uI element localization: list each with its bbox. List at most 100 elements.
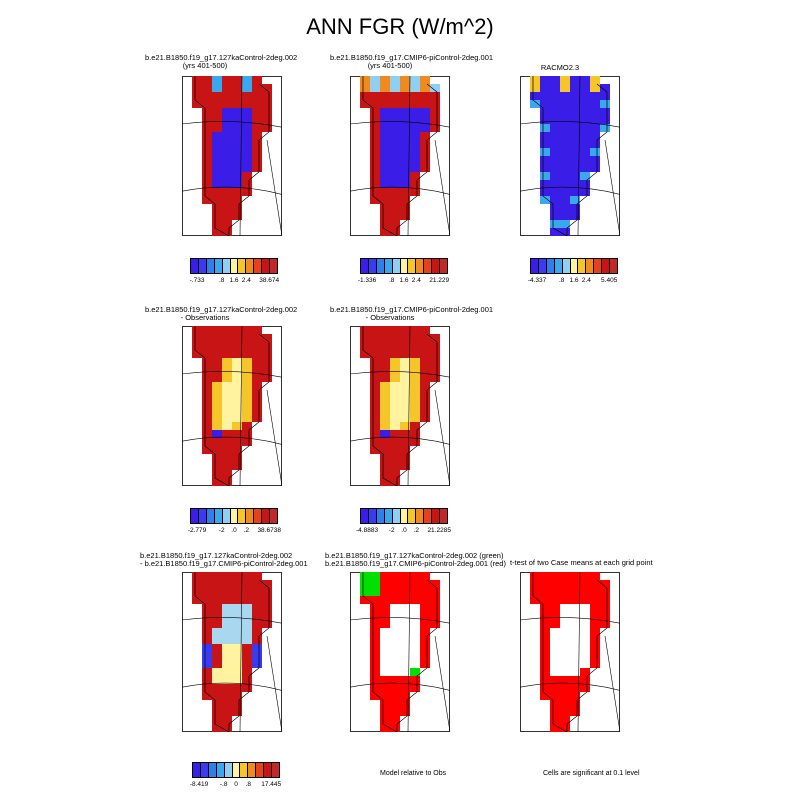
grid-cell — [202, 612, 212, 620]
grid-cell — [430, 358, 440, 366]
grid-cell — [420, 326, 430, 334]
grid-cell — [570, 140, 580, 148]
colorbar-swatch — [222, 509, 231, 523]
grid-cell — [262, 366, 272, 374]
grid-cell — [560, 716, 570, 724]
grid-cell — [252, 636, 262, 644]
grid-cell — [262, 588, 272, 596]
grid-cell — [192, 92, 202, 100]
grid-cell — [370, 382, 380, 390]
grid-cell — [360, 580, 370, 588]
panel-title-p1: b.e21.B1850.f19_g17.127kaControl-2deg.00… — [145, 54, 297, 70]
grid-cell — [222, 156, 232, 164]
graticule — [520, 76, 620, 236]
grid-cell — [560, 92, 570, 100]
grid-cell — [400, 188, 410, 196]
grid-cell — [380, 422, 390, 430]
colorbar-swatch — [264, 763, 273, 777]
grid-cell — [540, 628, 550, 636]
grid-cell — [212, 326, 222, 334]
colorbar-p1: -.733 .8 1.6 2.4 38.674 — [190, 258, 279, 287]
grid-cell — [420, 398, 430, 406]
grid-cell — [370, 124, 380, 132]
grid-cell — [380, 708, 390, 716]
grid-cell — [380, 116, 390, 124]
grid-cell — [370, 108, 380, 116]
colorbar-swatches — [190, 508, 278, 524]
grid-cell — [420, 612, 430, 620]
grid-cell — [390, 140, 400, 148]
grid-cell — [222, 366, 232, 374]
grid-cell — [600, 604, 610, 612]
grid-cell — [590, 124, 600, 132]
grid-cell — [222, 462, 232, 470]
grid-cell — [252, 414, 262, 422]
map-panel-p4 — [182, 326, 282, 486]
grid-cell — [212, 414, 222, 422]
grid-cell — [560, 100, 570, 108]
grid-cell — [212, 438, 222, 446]
grid-cell — [232, 382, 242, 390]
grid-cell — [192, 334, 202, 342]
grid-cell — [252, 124, 262, 132]
grid-cell — [570, 196, 580, 204]
grid-cell — [222, 628, 232, 636]
grid-cell — [370, 84, 380, 92]
panel-title-p8: b.e21.B1850.f19_g17.127kaControl-2deg.00… — [325, 552, 506, 568]
grid-cell — [232, 108, 242, 116]
grid-cell — [202, 604, 212, 612]
grid-cell — [400, 676, 410, 684]
grid-cell — [252, 374, 262, 382]
panel-title-line1: RACMO2.3 — [540, 63, 580, 72]
grid-cell — [550, 140, 560, 148]
grid-cell — [252, 334, 262, 342]
grid-cell — [242, 604, 252, 612]
grid-cell — [380, 700, 390, 708]
grid-cell — [410, 188, 420, 196]
grid-cell — [390, 414, 400, 422]
grid-cell — [390, 84, 400, 92]
grid-cell — [390, 124, 400, 132]
grid-cell — [202, 196, 212, 204]
grid-cell — [252, 572, 262, 580]
grid-cell — [242, 156, 252, 164]
graticule — [350, 76, 450, 236]
grid-cell — [370, 612, 380, 620]
grid-cell — [202, 76, 212, 84]
grid-cell — [212, 644, 222, 652]
grid-cell — [232, 350, 242, 358]
grid-cell — [202, 398, 212, 406]
grid-cell — [222, 100, 232, 108]
grid-cell — [390, 422, 400, 430]
colorbar-swatch — [392, 509, 401, 523]
grid-cell — [252, 342, 262, 350]
grid-cell — [252, 148, 262, 156]
grid-cell — [252, 132, 262, 140]
grid-cell — [400, 212, 410, 220]
grid-cell — [242, 92, 252, 100]
grid-cell — [390, 708, 400, 716]
grid-cell — [370, 132, 380, 140]
grid-cell — [212, 188, 222, 196]
grid-cell — [550, 700, 560, 708]
grid-cell — [380, 470, 390, 478]
grid-cell — [420, 382, 430, 390]
grid-cell — [212, 358, 222, 366]
grid-cell — [232, 398, 242, 406]
grid-cell — [222, 636, 232, 644]
colorbar-tick-label: -2 — [388, 527, 395, 534]
map-panel-p1 — [182, 76, 282, 236]
grid-cell — [410, 326, 420, 334]
grid-cell — [370, 588, 380, 596]
graticule — [182, 572, 282, 732]
grid-cell — [380, 220, 390, 228]
colorbar-p7: -8.419 -.8 0 .8 17.445 — [190, 762, 281, 791]
grid-cell — [560, 588, 570, 596]
grid-cell — [550, 604, 560, 612]
grid-cell — [380, 676, 390, 684]
grid-cell — [202, 580, 212, 588]
grid-cell — [212, 196, 222, 204]
grid-cell — [410, 398, 420, 406]
grid-cell — [202, 438, 212, 446]
colorbar-swatch — [546, 259, 555, 273]
